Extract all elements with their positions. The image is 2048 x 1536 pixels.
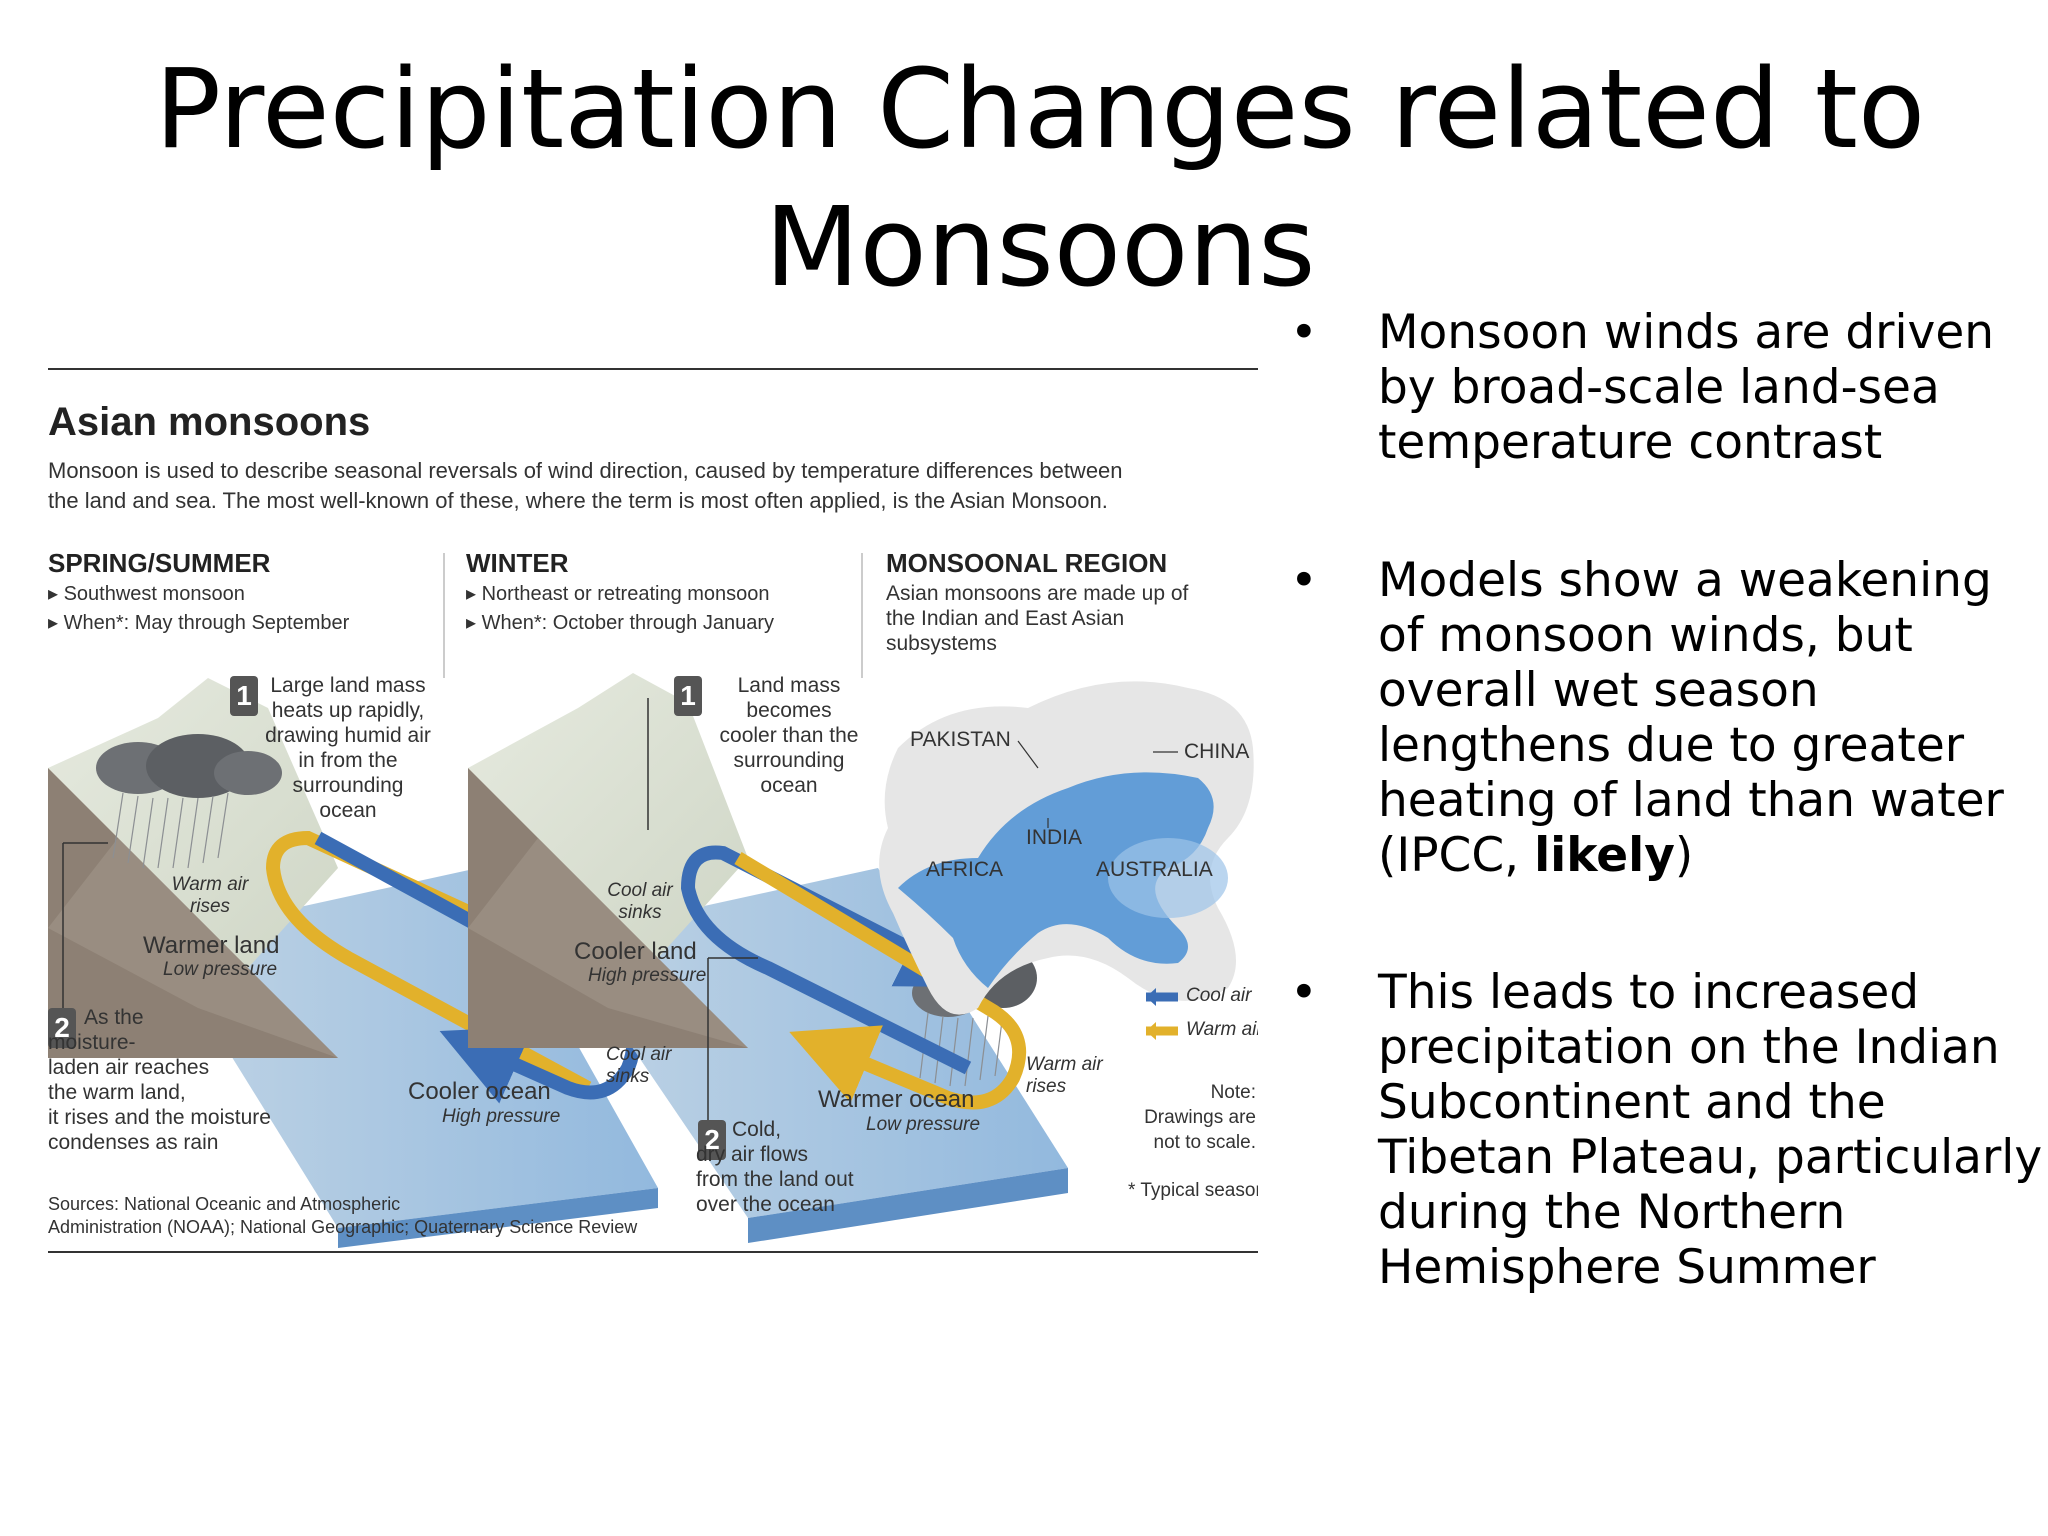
winter-step-1-badge: 1 (674, 676, 702, 716)
winter-ocean-edge (748, 1168, 1068, 1243)
winter-item: ▸ When*: October through January (466, 612, 774, 634)
bullet-dot: • (1290, 553, 1318, 608)
bullet-text-part: Models show a weakening of monsoon winds… (1378, 553, 2004, 883)
bullet-text: Monsoon winds are driven by broad-scale … (1378, 305, 1995, 470)
winter-step-2-text: Cold, dry air flows from the land out ov… (696, 1118, 854, 1216)
legend-cool-air: Cool air (1186, 985, 1252, 1006)
asian-monsoons-infographic: Asian monsoons Monsoon is used to descri… (48, 368, 1258, 1258)
infographic-drawing (48, 368, 1258, 1253)
sources-line: Sources: National Oceanic and Atmospheri… (48, 1194, 401, 1214)
bullet-text: This leads to increased precipitation on… (1378, 965, 2043, 1295)
infographic-intro-line: the land and sea. The most well-known of… (48, 488, 1108, 513)
spring-step-1-text: Large land mass heats up rapidly, drawin… (265, 674, 431, 822)
winter-diagram (468, 673, 1068, 1243)
map-monsoon-region (898, 772, 1214, 988)
spring-ocean-edge (338, 1188, 658, 1248)
bullet-dot: • (1290, 965, 1318, 1020)
winter-item: ▸ Northeast or retreating monsoon (466, 583, 770, 605)
scale-note: Note: Drawings are not to scale. (1144, 1082, 1256, 1153)
winter-cool-arrow (680, 845, 986, 1075)
winter-step-2-badge: 2 (698, 1120, 726, 1160)
spring-item: ▸ When*: May through September (48, 612, 350, 634)
spring-step-1-badge: 1 (230, 676, 258, 716)
spring-ocean-pressure: High pressure (442, 1106, 561, 1127)
infographic-intro-line: Monsoon is used to describe seasonal rev… (48, 458, 1123, 483)
spring-rain (112, 792, 229, 869)
spring-land-pressure: Low pressure (163, 959, 278, 980)
winter-ocean-label: Warmer ocean (818, 1086, 975, 1113)
monsoonal-region-text: Asian monsoons are made up of the Indian… (886, 582, 1189, 655)
slide-title: Precipitation Changes related to Monsoon… (154, 45, 1926, 311)
bullet-text: Models show a weakening of monsoon winds… (1378, 553, 2043, 883)
spring-warm-arrow (265, 830, 607, 1095)
spring-step-2-badge: 2 (48, 1008, 76, 1048)
map-label-australia: AUSTRALIA (1096, 858, 1213, 881)
spring-summer-diagram (48, 678, 658, 1248)
spring-summer-heading: SPRING/SUMMER (48, 548, 271, 578)
winter-step-1-text: Land mass becomes cooler than the surrou… (719, 674, 859, 797)
spring-warm-air-label: Warm air rises (171, 874, 249, 917)
map-label-india: INDIA (1026, 826, 1083, 849)
map-label-china: CHINA (1184, 740, 1250, 763)
bullet-dot: • (1290, 305, 1318, 360)
winter-cool-air-label: Cool air sinks (607, 880, 673, 923)
spring-item: ▸ Southwest monsoon (48, 583, 245, 605)
winter-heading: WINTER (466, 548, 569, 578)
spring-step-2-text: As the moisture- laden air reaches the w… (48, 1006, 271, 1154)
winter-warm-air-label: Warm air rises (1026, 1054, 1103, 1097)
monsoonal-region-heading: MONSOONAL REGION (886, 548, 1168, 578)
bullet-text-bold: likely (1534, 828, 1675, 883)
monsoon-region-map (879, 681, 1254, 1015)
winter-land-label: Cooler land (574, 938, 697, 965)
map-label-pakistan: PAKISTAN (910, 728, 1011, 751)
spring-ocean-label: Cooler ocean (408, 1078, 551, 1105)
bullet-text-part: ) (1674, 828, 1694, 883)
spring-cool-air-label: Cool air sinks (606, 1044, 672, 1087)
winter-warm-arrow (734, 851, 1027, 1110)
map-label-africa: AFRICA (926, 858, 1004, 881)
sources-line: Administration (NOAA); National Geograph… (48, 1217, 638, 1237)
typical-season-note: * Typical season (1128, 1180, 1258, 1201)
infographic-title: Asian monsoons (48, 400, 371, 444)
legend-warm-air: Warm air (1186, 1019, 1258, 1040)
winter-land-pressure: High pressure (588, 965, 707, 986)
winter-ocean-pressure: Low pressure (866, 1114, 981, 1135)
spring-ocean (158, 868, 658, 1228)
spring-land-label: Warmer land (143, 932, 280, 959)
